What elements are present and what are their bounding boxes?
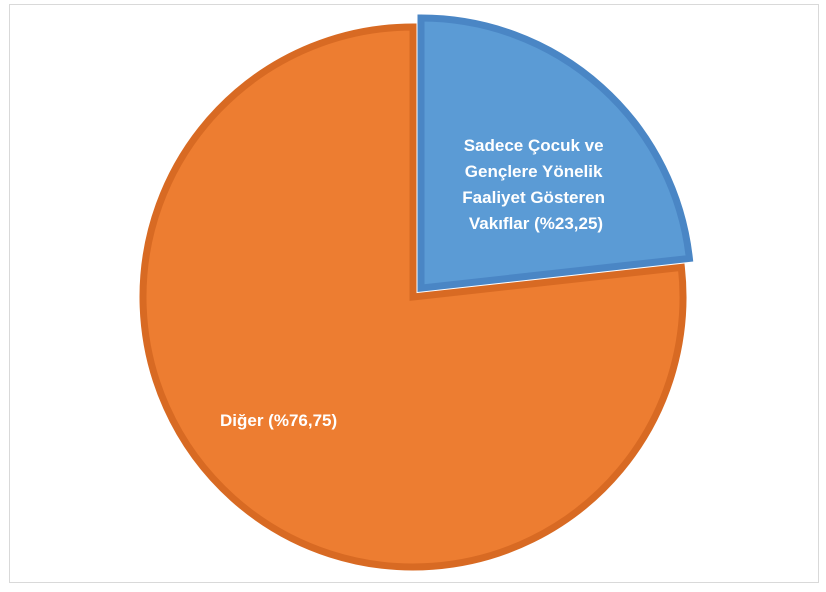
chart-frame: Sadece Çocuk ve Gençlere Yönelik Faaliye…: [9, 4, 819, 583]
pie-slices: [139, 14, 694, 571]
slice-label-line: Diğer (%76,75): [220, 411, 337, 430]
slice-label-line: Gençlere Yönelik: [465, 162, 603, 181]
slice-label-line: Faaliyet Gösteren: [462, 188, 605, 207]
slice-label-children-youth: Sadece Çocuk ve Gençlere Yönelik Faaliye…: [462, 136, 609, 233]
pie-slice-other: [139, 23, 687, 571]
slice-labels: Sadece Çocuk ve Gençlere Yönelik Faaliye…: [220, 136, 609, 430]
pie-chart: Sadece Çocuk ve Gençlere Yönelik Faaliye…: [139, 14, 694, 571]
pie-slice-children-youth: [417, 14, 694, 292]
slice-label-line: Sadece Çocuk ve: [464, 136, 604, 155]
slice-label-line: Vakıflar (%23,25): [469, 214, 603, 233]
slice-label-other: Diğer (%76,75): [220, 411, 337, 430]
